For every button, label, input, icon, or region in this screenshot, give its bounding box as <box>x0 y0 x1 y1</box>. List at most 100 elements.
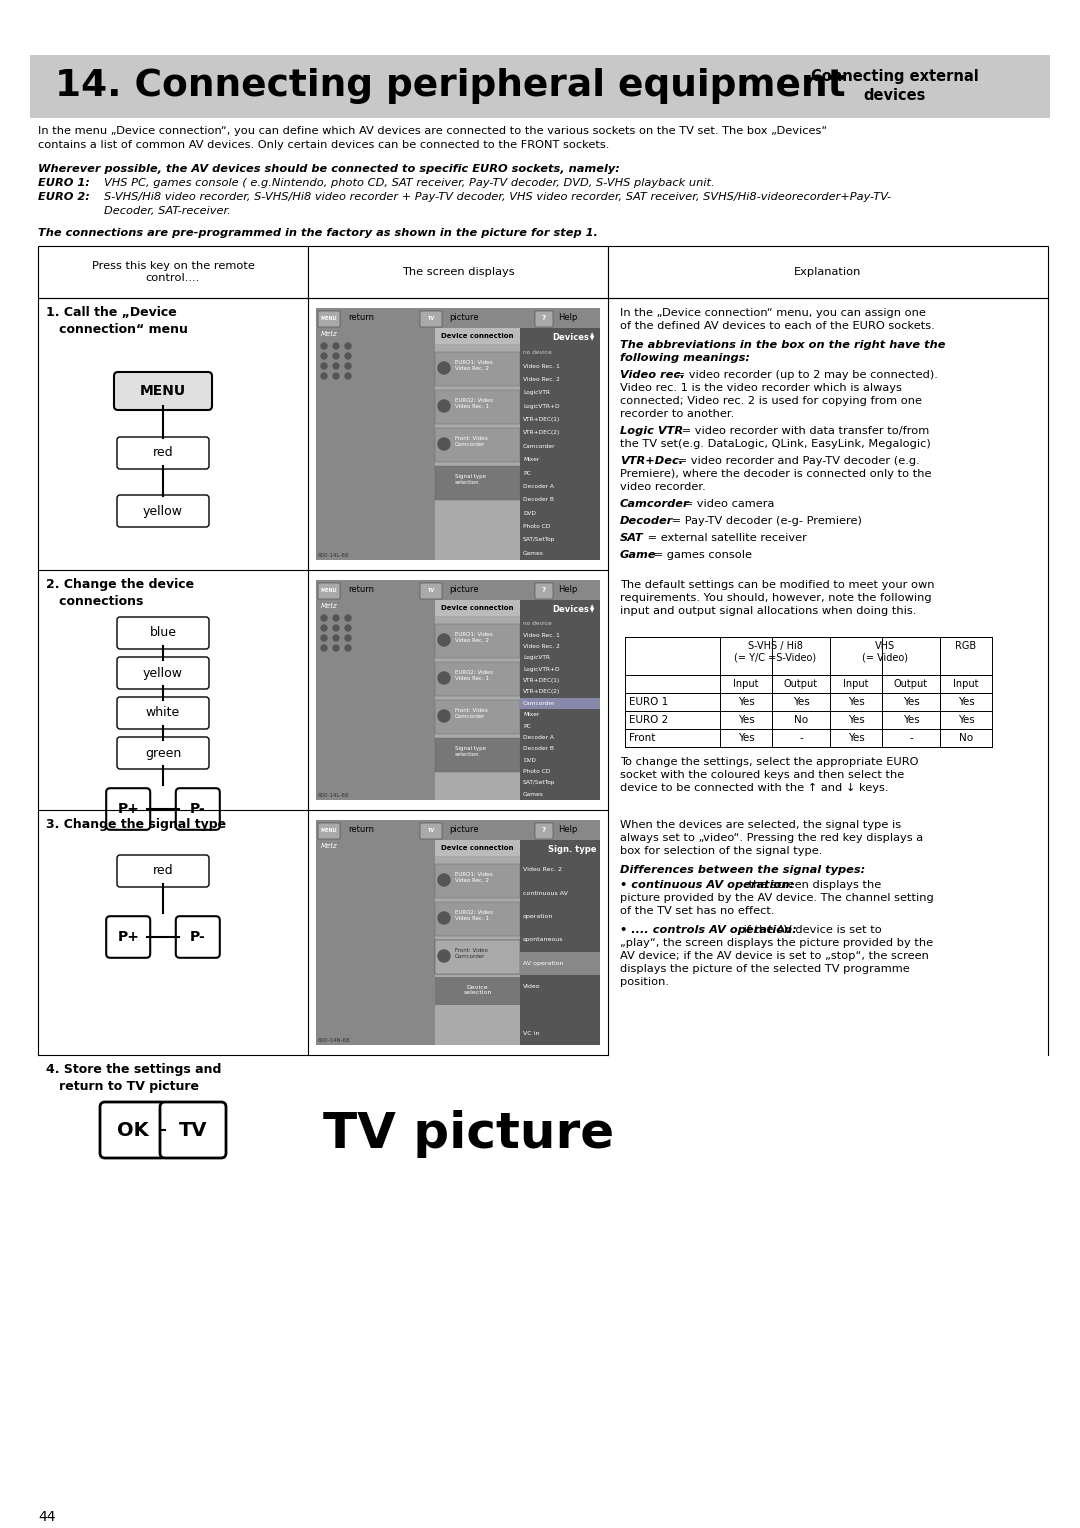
Text: ?: ? <box>542 315 546 321</box>
Text: Games: Games <box>523 550 544 556</box>
Bar <box>316 581 600 601</box>
Text: of the defined AV devices to each of the EURO sockets.: of the defined AV devices to each of the… <box>620 321 935 332</box>
Circle shape <box>438 400 450 413</box>
Text: Device
selection: Device selection <box>463 984 491 995</box>
Text: spontaneous: spontaneous <box>523 937 564 943</box>
Text: EURO 1:: EURO 1: <box>38 177 90 188</box>
Circle shape <box>333 364 339 368</box>
Text: Camcorder: Camcorder <box>523 701 555 706</box>
Text: To change the settings, select the appropriate EURO
socket with the coloured key: To change the settings, select the appro… <box>620 756 918 793</box>
Text: Connecting external
devices: Connecting external devices <box>811 69 978 104</box>
Text: = video recorder (up to 2 may be connected).: = video recorder (up to 2 may be connect… <box>672 370 937 380</box>
Text: 14. Connecting peripheral equipment: 14. Connecting peripheral equipment <box>55 69 846 104</box>
Text: LogicVTR+D: LogicVTR+D <box>523 403 559 408</box>
Circle shape <box>321 342 327 348</box>
Text: Front: Video
Camcorder: Front: Video Camcorder <box>455 947 488 960</box>
Bar <box>435 902 519 937</box>
Text: In the „Device connection“ menu, you can assign one: In the „Device connection“ menu, you can… <box>620 309 926 318</box>
Text: Yes: Yes <box>738 697 754 707</box>
FancyBboxPatch shape <box>535 824 553 839</box>
Circle shape <box>333 625 339 631</box>
Text: -: - <box>909 733 913 743</box>
Text: VTR+DEC(2): VTR+DEC(2) <box>523 431 561 435</box>
Text: PC: PC <box>523 724 530 729</box>
Text: Front: Video
Camcorder: Front: Video Camcorder <box>455 435 488 448</box>
Text: return: return <box>348 825 374 834</box>
Circle shape <box>345 625 351 631</box>
Text: Metz: Metz <box>321 604 338 610</box>
Circle shape <box>333 645 339 651</box>
Text: Camcorder: Camcorder <box>620 500 690 509</box>
Text: ?: ? <box>542 587 546 593</box>
Bar <box>519 329 600 559</box>
Text: VTR+DEC(1): VTR+DEC(1) <box>523 678 561 683</box>
Text: Explanation: Explanation <box>794 267 862 277</box>
Text: blue: blue <box>149 626 176 640</box>
Text: MENU: MENU <box>321 587 337 593</box>
Text: AV device; if the AV device is set to „stop“, the screen: AV device; if the AV device is set to „s… <box>620 950 929 961</box>
Text: 4. Store the settings and
   return to TV picture: 4. Store the settings and return to TV p… <box>46 1063 221 1093</box>
Circle shape <box>333 636 339 642</box>
Bar <box>519 601 600 617</box>
Circle shape <box>321 636 327 642</box>
Circle shape <box>438 711 450 723</box>
Text: return: return <box>348 313 374 322</box>
Text: Mixer: Mixer <box>523 457 539 461</box>
Text: EURO 2: EURO 2 <box>629 715 669 724</box>
Bar <box>435 390 519 423</box>
Text: EURO 2:: EURO 2: <box>38 193 90 202</box>
Text: TV: TV <box>179 1120 207 1140</box>
Bar <box>435 351 519 387</box>
FancyBboxPatch shape <box>100 1102 166 1158</box>
FancyBboxPatch shape <box>117 856 210 886</box>
Text: -: - <box>799 733 802 743</box>
Circle shape <box>438 950 450 963</box>
Text: Decoder A: Decoder A <box>523 735 554 740</box>
Text: Input: Input <box>954 678 978 689</box>
Circle shape <box>438 912 450 924</box>
Text: Device connection: Device connection <box>442 605 514 611</box>
Bar <box>519 840 600 859</box>
Text: The screen displays: The screen displays <box>402 267 514 277</box>
Text: VHS PC, games console ( e.g.Nintendo, photo CD, SAT receiver, Pay-TV decoder, DV: VHS PC, games console ( e.g.Nintendo, ph… <box>104 177 715 188</box>
Text: 2. Change the device
   connections: 2. Change the device connections <box>46 578 194 608</box>
Bar <box>435 940 519 973</box>
Text: EURO2: Video
Video Rec. 1: EURO2: Video Video Rec. 1 <box>455 669 492 681</box>
Text: • .... controls AV operation:: • .... controls AV operation: <box>620 924 797 935</box>
Text: TV: TV <box>428 315 434 321</box>
Text: input and output signal allocations when doing this.: input and output signal allocations when… <box>620 607 916 616</box>
Text: 44: 44 <box>38 1510 55 1523</box>
Text: Input: Input <box>733 678 759 689</box>
Bar <box>435 863 519 898</box>
Text: white: white <box>146 706 180 720</box>
Circle shape <box>321 353 327 359</box>
Circle shape <box>438 439 450 451</box>
Text: When the devices are selected, the signal type is: When the devices are selected, the signa… <box>620 821 901 830</box>
Text: ?: ? <box>542 827 546 833</box>
Circle shape <box>333 373 339 379</box>
Text: EURO 1: EURO 1 <box>629 697 669 707</box>
Circle shape <box>345 342 351 348</box>
FancyBboxPatch shape <box>106 788 150 830</box>
Text: SAT/SetTop: SAT/SetTop <box>523 781 555 785</box>
Text: Metz: Metz <box>321 843 338 850</box>
Text: Video Rec. 2: Video Rec. 2 <box>523 868 562 872</box>
Text: Yes: Yes <box>848 715 864 724</box>
Text: DVD: DVD <box>523 510 536 515</box>
Text: SAT: SAT <box>620 533 644 542</box>
Text: EURO2: Video
Video Rec. 1: EURO2: Video Video Rec. 1 <box>455 911 492 921</box>
Text: position.: position. <box>620 976 669 987</box>
FancyBboxPatch shape <box>117 697 210 729</box>
Text: Devices: Devices <box>552 333 589 341</box>
Circle shape <box>438 634 450 646</box>
Text: VTR+DEC(2): VTR+DEC(2) <box>523 689 561 694</box>
Bar <box>316 840 600 1045</box>
Text: connected; Video rec. 2 is used for copying from one: connected; Video rec. 2 is used for copy… <box>620 396 922 406</box>
Text: TV: TV <box>428 828 434 833</box>
Text: OK: OK <box>118 1120 149 1140</box>
Text: Help: Help <box>558 313 578 322</box>
Text: Photo CD: Photo CD <box>523 524 550 529</box>
Bar <box>519 601 600 801</box>
FancyBboxPatch shape <box>117 437 210 469</box>
Text: EURO1: Video
Video Rec. 2: EURO1: Video Video Rec. 2 <box>455 872 492 883</box>
